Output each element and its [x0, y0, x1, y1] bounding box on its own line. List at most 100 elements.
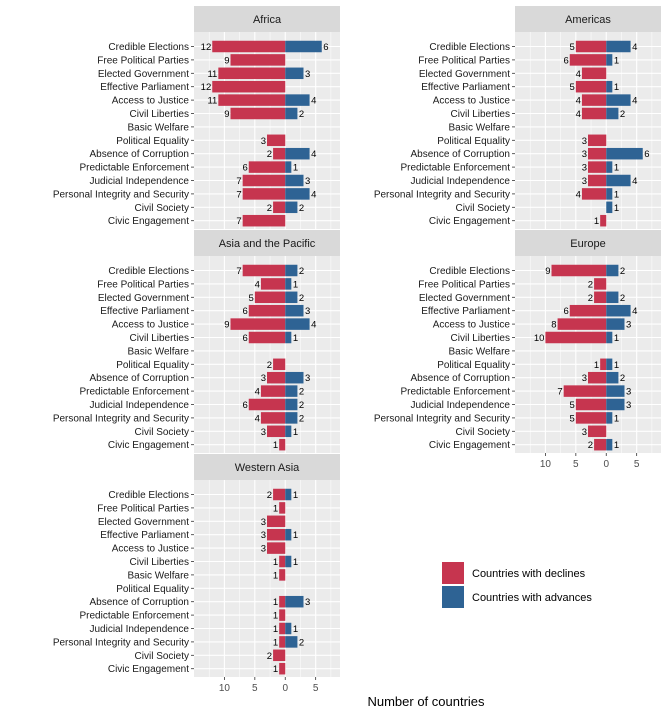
bar-label-declines: 6	[242, 163, 247, 174]
bar-declines	[581, 94, 607, 106]
bar-declines	[557, 318, 607, 330]
panel-asia-and-the-pacific: Asia and the Pacific Credible Elections Fr…	[53, 230, 340, 453]
bar-label-declines: 4	[576, 109, 581, 120]
bar-advances	[285, 201, 298, 214]
bar-label-declines: 1	[273, 637, 278, 648]
bar-declines	[588, 134, 607, 147]
bar-declines	[563, 385, 607, 397]
category-label: Predictable Enforcement	[400, 163, 510, 174]
bar-advances	[285, 622, 292, 635]
bar-declines	[218, 67, 286, 80]
bar-declines	[242, 188, 286, 200]
bar-label-advances: 6	[644, 149, 649, 160]
bar-advances	[606, 147, 643, 160]
bar-advances	[606, 318, 625, 330]
bar-label-declines: 2	[267, 203, 272, 214]
category-label: Elected Government	[98, 293, 189, 304]
bar-label-declines: 12	[201, 42, 212, 53]
bar-label-declines: 5	[570, 42, 575, 53]
category-label: Credible Elections	[108, 490, 189, 501]
category-label: Political Equality	[116, 136, 189, 147]
bar-advances	[285, 425, 292, 438]
category-label: Personal Integrity and Security	[374, 189, 510, 200]
category-label: Civil Liberties	[451, 109, 510, 120]
bar-declines	[248, 331, 286, 344]
category-label: Access to Justice	[112, 96, 190, 107]
category-label: Effective Parliament	[100, 306, 189, 317]
category-label: Free Political Parties	[97, 503, 189, 514]
bar-declines	[267, 515, 286, 528]
bar-advances	[285, 264, 298, 277]
category-label: Personal Integrity and Security	[53, 637, 189, 648]
category-label: Effective Parliament	[100, 82, 189, 93]
bar-advances	[285, 412, 298, 424]
bar-declines	[248, 304, 286, 317]
category-label: Political Equality	[437, 136, 510, 147]
bar-label-declines: 4	[576, 69, 581, 80]
bar-label-declines: 1	[273, 503, 278, 514]
bar-declines	[279, 609, 286, 621]
bar-label-advances: 1	[293, 490, 298, 501]
bar-declines	[230, 107, 286, 120]
category-label: Elected Government	[98, 69, 189, 80]
bar-advances	[606, 94, 631, 106]
bar-advances	[606, 107, 619, 120]
bar-declines	[267, 542, 286, 554]
category-label: Access to Justice	[433, 320, 511, 331]
panel-title: Europe	[570, 238, 605, 250]
category-label: Predictable Enforcement	[79, 163, 189, 174]
bar-label-declines: 4	[576, 189, 581, 200]
legend-label-declines: Countries with declines	[472, 568, 586, 580]
bar-label-declines: 6	[242, 306, 247, 317]
panel-western-asia: Western Asia Credible Elections Free Polit…	[53, 454, 340, 694]
category-label: Judicial Independence	[89, 624, 189, 635]
bar-advances	[285, 636, 298, 648]
bar-label-advances: 2	[299, 109, 304, 120]
bar-declines	[279, 636, 286, 648]
bar-declines	[273, 649, 286, 662]
bar-label-declines: 3	[582, 427, 587, 438]
bar-label-declines: 3	[261, 373, 266, 384]
bar-label-declines: 2	[588, 440, 593, 451]
bar-advances	[285, 40, 322, 53]
bar-label-declines: 7	[236, 266, 241, 277]
bar-label-declines: 1	[273, 570, 278, 581]
bar-declines	[588, 147, 607, 160]
bar-declines	[575, 80, 607, 93]
category-label: Civil Society	[135, 203, 189, 214]
bar-advances	[285, 318, 310, 330]
category-label: Free Political Parties	[418, 279, 510, 290]
x-tick-label: 10	[540, 459, 552, 470]
category-label: Absence of Corruption	[410, 373, 510, 384]
category-label: Civil Liberties	[130, 109, 189, 120]
bar-declines	[279, 622, 286, 635]
bar-declines	[279, 502, 286, 514]
bar-label-advances: 4	[632, 96, 637, 107]
bar-advances	[606, 80, 613, 93]
bar-label-advances: 1	[293, 427, 298, 438]
category-label: Civic Engagement	[108, 664, 189, 675]
bar-label-declines: 3	[582, 373, 587, 384]
bar-label-advances: 2	[299, 266, 304, 277]
bar-advances	[606, 331, 613, 344]
bar-declines	[260, 412, 286, 424]
category-label: Access to Justice	[112, 544, 190, 555]
bar-advances	[606, 412, 613, 424]
bar-advances	[285, 528, 292, 541]
bar-declines	[581, 67, 607, 80]
bar-advances	[285, 331, 292, 344]
bar-label-declines: 7	[557, 387, 562, 398]
category-label: Absence of Corruption	[410, 149, 510, 160]
bar-declines	[267, 528, 286, 541]
bar-declines	[594, 278, 607, 290]
bar-label-advances: 2	[299, 387, 304, 398]
panel-strip	[194, 6, 340, 32]
bar-label-declines: 7	[236, 216, 241, 227]
bar-label-declines: 11	[207, 69, 217, 80]
bar-label-declines: 1	[273, 440, 278, 451]
bar-label-advances: 2	[620, 293, 625, 304]
bar-advances	[606, 304, 631, 317]
bar-label-declines: 5	[249, 293, 254, 304]
bar-advances	[606, 201, 613, 214]
bar-label-declines: 1	[273, 611, 278, 622]
